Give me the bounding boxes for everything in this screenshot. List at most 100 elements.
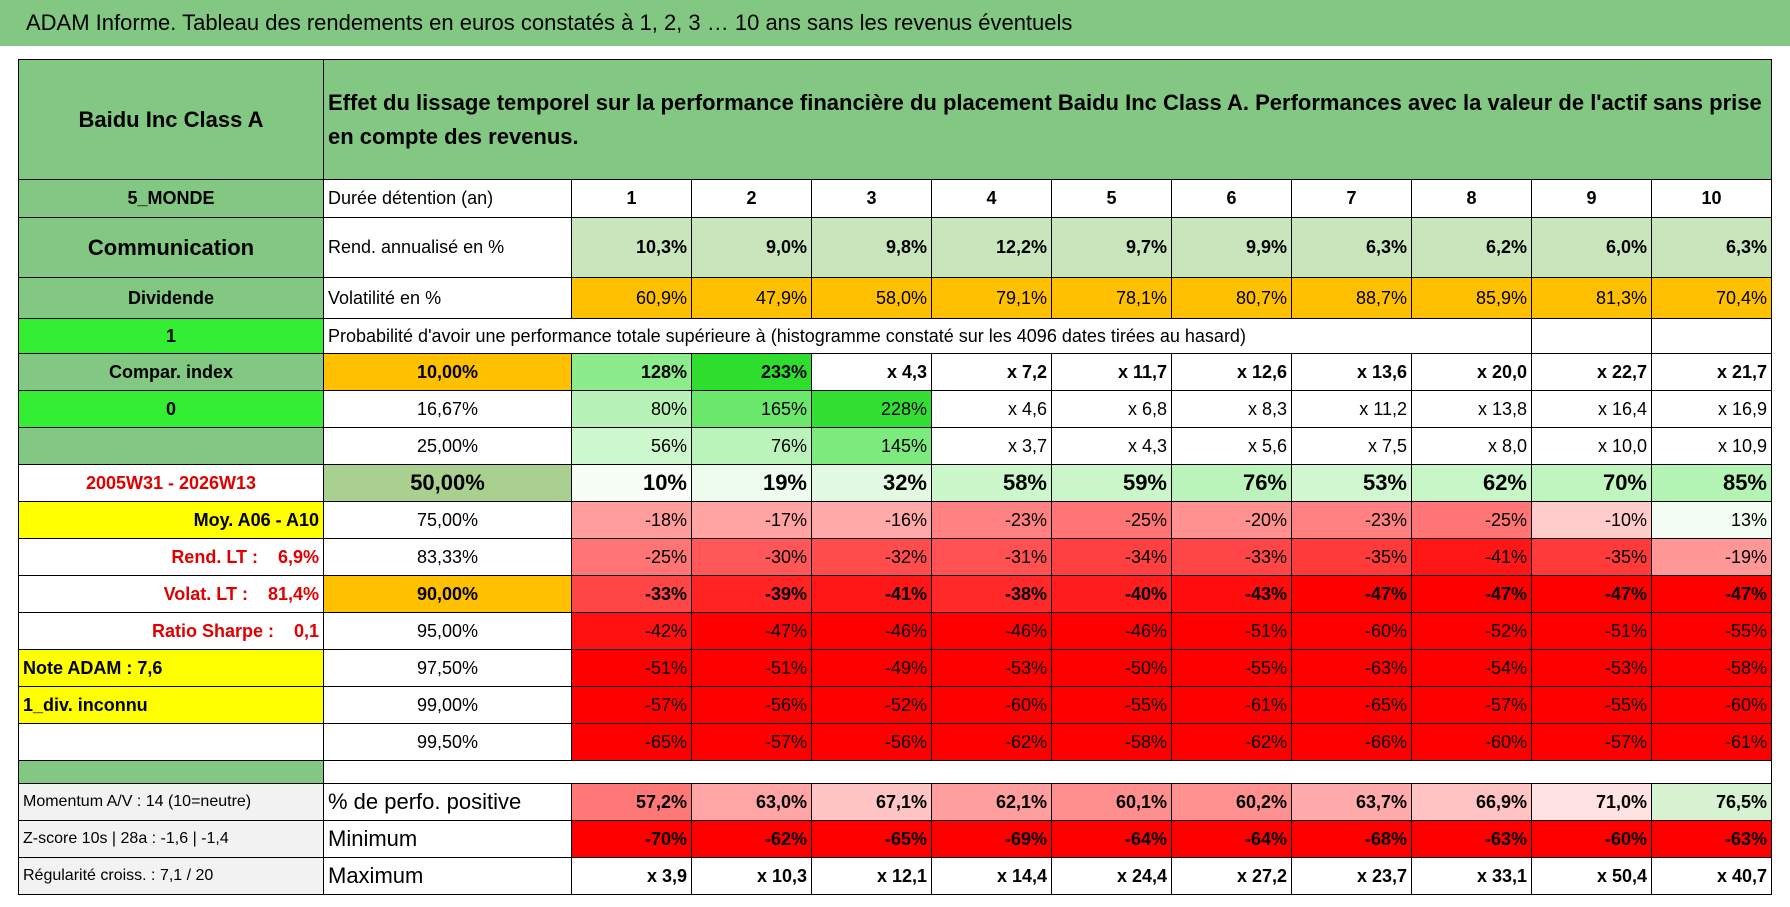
percentile-level: 95,00%	[323, 612, 572, 650]
percentile-value: x 7,2	[931, 353, 1052, 391]
percentile-value: -33%	[1171, 538, 1292, 576]
table-row: Rend. LT : 6,9% 83,33% -25% -30% -32% -31% -34…	[18, 538, 1772, 576]
percentile-value: x 11,7	[1051, 353, 1172, 391]
percentile-level: 90,00%	[323, 575, 572, 613]
table-row: Communication Rend. annualisé en % 10,3% 9,…	[18, 217, 1772, 278]
percentile-value: 53%	[1291, 464, 1412, 502]
percentile-value: x 11,2	[1291, 390, 1412, 428]
percentile-level: 99,50%	[323, 723, 572, 761]
volatility: 58,0%	[811, 277, 932, 319]
percentile-value: x 16,4	[1531, 390, 1652, 428]
percentile-value: -47%	[1651, 575, 1772, 613]
summary-value: -62%	[691, 820, 812, 858]
table-row: Compar. index 10,00% 128% 233% x 4,3 x 7,2 x 1…	[18, 353, 1772, 391]
percentile-value: x 13,8	[1411, 390, 1532, 428]
row-label: Rend. annualisé en %	[323, 217, 572, 278]
percentile-value: 76%	[691, 427, 812, 465]
summary-value: x 23,7	[1291, 857, 1412, 895]
percentile-value: -63%	[1291, 649, 1412, 687]
percentile-value: -25%	[571, 538, 692, 576]
side-info: Compar. index	[18, 353, 324, 391]
summary-value: x 50,4	[1531, 857, 1652, 895]
side-info: Moy. A06 - A10	[18, 501, 324, 539]
percentile-value: -55%	[1051, 686, 1172, 724]
percentile-value: x 22,7	[1531, 353, 1652, 391]
percentile-value: -55%	[1171, 649, 1292, 687]
percentile-value: 228%	[811, 390, 932, 428]
year: 9	[1531, 179, 1652, 218]
empty-cell	[1651, 318, 1772, 354]
percentile-value: x 16,9	[1651, 390, 1772, 428]
percentile-value: -49%	[811, 649, 932, 687]
percentile-value: 233%	[691, 353, 812, 391]
summary-value: -64%	[1171, 820, 1292, 858]
table-row: 0 16,67% 80% 165% 228% x 4,6 x 6,8 x 8,3 x 11,2 x…	[18, 390, 1772, 428]
percentile-value: -16%	[811, 501, 932, 539]
summary-value: 63,7%	[1291, 783, 1412, 821]
summary-value: -63%	[1411, 820, 1532, 858]
summary-value: -69%	[931, 820, 1052, 858]
side-info	[18, 723, 324, 761]
percentile-value: 165%	[691, 390, 812, 428]
percentile-value: 80%	[571, 390, 692, 428]
percentile-value: 76%	[1171, 464, 1292, 502]
percentile-value: -55%	[1651, 612, 1772, 650]
percentile-value: -17%	[691, 501, 812, 539]
return: 6,2%	[1411, 217, 1532, 278]
percentile-value: -18%	[571, 501, 692, 539]
percentile-value: -25%	[1411, 501, 1532, 539]
year: 7	[1291, 179, 1412, 218]
summary-value: 60,1%	[1051, 783, 1172, 821]
percentile-value: -47%	[1291, 575, 1412, 613]
percentile-value: -35%	[1531, 538, 1652, 576]
percentile-value: -23%	[1291, 501, 1412, 539]
section-label: Probabilité d'avoir une performance tota…	[323, 318, 1532, 354]
return: 9,7%	[1051, 217, 1172, 278]
year: 4	[931, 179, 1052, 218]
percentile-value: -60%	[1411, 723, 1532, 761]
percentile-value: -56%	[811, 723, 932, 761]
percentile-level: 97,50%	[323, 649, 572, 687]
percentile-value: x 4,3	[811, 353, 932, 391]
percentile-value: x 7,5	[1291, 427, 1412, 465]
side-info: 1_div. inconnu	[18, 686, 324, 724]
volatility: 47,9%	[691, 277, 812, 319]
percentile-value: x 12,6	[1171, 353, 1292, 391]
table-row: Ratio Sharpe : 0,1 95,00% -42% -47% -46% -46%…	[18, 612, 1772, 650]
percentile-value: -30%	[691, 538, 812, 576]
percentile-value: -41%	[1411, 538, 1532, 576]
percentile-value: -58%	[1051, 723, 1172, 761]
percentile-value: -57%	[1531, 723, 1652, 761]
percentile-value: -57%	[571, 686, 692, 724]
empty-cell	[1531, 318, 1652, 354]
summary-value: x 33,1	[1411, 857, 1532, 895]
percentile-value: -61%	[1651, 723, 1772, 761]
percentile-value: 56%	[571, 427, 692, 465]
table-row: Moy. A06 - A10 75,00% -18% -17% -16% -23% -25%…	[18, 501, 1772, 539]
year: 8	[1411, 179, 1532, 218]
year: 2	[691, 179, 812, 218]
percentile-value: -39%	[691, 575, 812, 613]
table-row: 1_div. inconnu 99,00% -57% -56% -52% -60% -55%…	[18, 686, 1772, 724]
percentile-value: -61%	[1171, 686, 1292, 724]
return: 9,9%	[1171, 217, 1292, 278]
summary-value: -64%	[1051, 820, 1172, 858]
percentile-value: -35%	[1291, 538, 1412, 576]
summary-value: x 27,2	[1171, 857, 1292, 895]
table-row: Dividende Volatilité en % 60,9% 47,9% 58,0% 7…	[18, 277, 1772, 319]
percentile-value: -55%	[1531, 686, 1652, 724]
dividend: Dividende	[18, 277, 324, 319]
summary-value: 62,1%	[931, 783, 1052, 821]
description: Effet du lissage temporel sur la perform…	[323, 59, 1772, 180]
percentile-value: -62%	[1171, 723, 1292, 761]
percentile-value: -34%	[1051, 538, 1172, 576]
percentile-value: -47%	[1411, 575, 1532, 613]
summary-value: 67,1%	[811, 783, 932, 821]
percentile-value: -20%	[1171, 501, 1292, 539]
percentile-value: -46%	[931, 612, 1052, 650]
summary-value: 60,2%	[1171, 783, 1292, 821]
summary-value: x 24,4	[1051, 857, 1172, 895]
flag: 1	[18, 318, 324, 354]
percentile-level: 83,33%	[323, 538, 572, 576]
